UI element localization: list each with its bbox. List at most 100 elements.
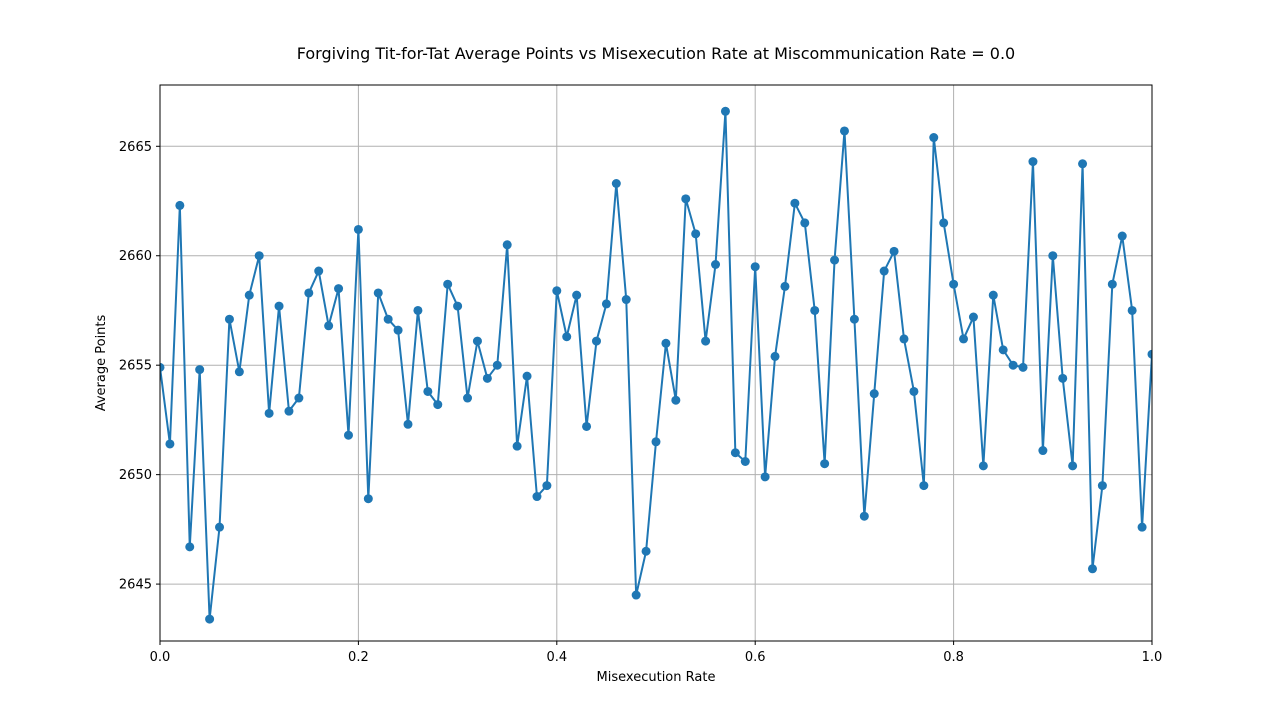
x-tick-label: 0.6 bbox=[745, 650, 766, 665]
x-tick-label: 0.2 bbox=[348, 650, 369, 665]
plot-area-frame bbox=[159, 84, 1153, 642]
data-point bbox=[314, 266, 324, 276]
data-point bbox=[641, 546, 651, 556]
data-point bbox=[363, 494, 373, 504]
data-point bbox=[1097, 481, 1107, 491]
data-point bbox=[502, 240, 512, 250]
data-point bbox=[1087, 564, 1097, 574]
data-point bbox=[711, 260, 721, 269]
data-point bbox=[780, 281, 790, 291]
data-point bbox=[572, 290, 582, 300]
series-group bbox=[160, 106, 1152, 624]
data-point bbox=[820, 459, 830, 469]
data-point bbox=[770, 351, 780, 361]
y-tick-label: 2665 bbox=[119, 140, 152, 155]
x-tick-label: 1.0 bbox=[1142, 650, 1163, 665]
data-point bbox=[1078, 159, 1088, 169]
data-point bbox=[443, 279, 453, 289]
data-point bbox=[1048, 251, 1058, 261]
data-point bbox=[160, 362, 165, 372]
data-point bbox=[1117, 231, 1127, 241]
data-point bbox=[234, 367, 244, 377]
x-tick-label: 0.8 bbox=[943, 650, 964, 665]
data-point bbox=[978, 461, 988, 471]
y-tick-label: 2645 bbox=[119, 578, 152, 593]
data-point bbox=[879, 266, 889, 276]
data-point bbox=[621, 295, 631, 305]
y-tick-label: 2650 bbox=[119, 468, 152, 483]
data-point bbox=[175, 200, 185, 210]
data-point bbox=[810, 305, 820, 315]
data-point bbox=[284, 406, 294, 416]
data-point bbox=[1038, 446, 1048, 456]
y-tick-label: 2655 bbox=[119, 359, 152, 374]
data-point bbox=[889, 246, 899, 256]
data-point bbox=[264, 408, 274, 418]
data-point bbox=[651, 437, 661, 447]
data-point bbox=[949, 279, 959, 289]
x-axis-ticks: 0.0 0.2 0.4 0.6 0.8 1.0 bbox=[150, 641, 1163, 665]
data-point bbox=[611, 179, 621, 188]
data-point bbox=[1068, 461, 1078, 471]
data-point bbox=[591, 336, 601, 346]
data-point bbox=[1008, 360, 1018, 370]
data-point bbox=[492, 360, 502, 370]
chart-title: Forgiving Tit-for-Tat Average Points vs … bbox=[297, 44, 1015, 63]
data-point bbox=[224, 314, 234, 324]
data-point bbox=[661, 338, 671, 348]
data-point bbox=[562, 332, 572, 342]
data-point bbox=[512, 441, 522, 451]
data-point bbox=[244, 290, 254, 300]
data-point bbox=[185, 542, 195, 552]
data-point bbox=[215, 522, 225, 532]
data-point bbox=[839, 126, 849, 136]
data-point bbox=[1147, 349, 1152, 359]
data-point bbox=[988, 290, 998, 300]
data-point bbox=[205, 614, 215, 624]
data-point bbox=[909, 386, 919, 396]
data-point bbox=[720, 106, 730, 116]
data-point bbox=[998, 345, 1008, 355]
data-point bbox=[1018, 362, 1028, 372]
data-point bbox=[453, 301, 463, 311]
data-point bbox=[849, 314, 859, 324]
data-point bbox=[691, 229, 701, 239]
data-point bbox=[631, 590, 641, 600]
data-point bbox=[433, 400, 443, 410]
data-point bbox=[472, 336, 482, 346]
y-axis-label: Average Points bbox=[94, 314, 109, 411]
data-point bbox=[373, 288, 383, 298]
data-point bbox=[899, 334, 909, 344]
data-point bbox=[195, 365, 205, 375]
data-point bbox=[730, 448, 740, 458]
data-point bbox=[919, 481, 929, 491]
y-tick-label: 2660 bbox=[119, 249, 152, 264]
data-point bbox=[701, 336, 711, 346]
data-point bbox=[552, 286, 562, 296]
data-point bbox=[671, 395, 681, 405]
data-point bbox=[294, 393, 304, 403]
data-point bbox=[1107, 279, 1117, 289]
data-point bbox=[929, 133, 939, 143]
data-point bbox=[1137, 522, 1147, 532]
x-tick-label: 0.4 bbox=[546, 650, 567, 665]
data-point bbox=[859, 511, 869, 521]
data-point bbox=[532, 492, 542, 502]
data-point bbox=[463, 393, 473, 403]
data-point bbox=[393, 325, 403, 335]
data-point bbox=[959, 334, 969, 344]
x-tick-label: 0.0 bbox=[150, 650, 171, 665]
data-series bbox=[160, 106, 1152, 624]
data-point bbox=[968, 312, 978, 322]
data-point bbox=[542, 481, 552, 491]
data-point bbox=[1127, 305, 1137, 315]
data-point bbox=[423, 386, 433, 396]
y-axis-ticks: 2645 2650 2655 2660 2665 bbox=[119, 140, 160, 593]
data-point bbox=[869, 389, 879, 399]
data-point bbox=[334, 284, 344, 294]
data-point bbox=[403, 419, 413, 429]
data-point bbox=[750, 262, 760, 272]
data-point bbox=[343, 430, 353, 440]
data-point bbox=[353, 224, 363, 234]
